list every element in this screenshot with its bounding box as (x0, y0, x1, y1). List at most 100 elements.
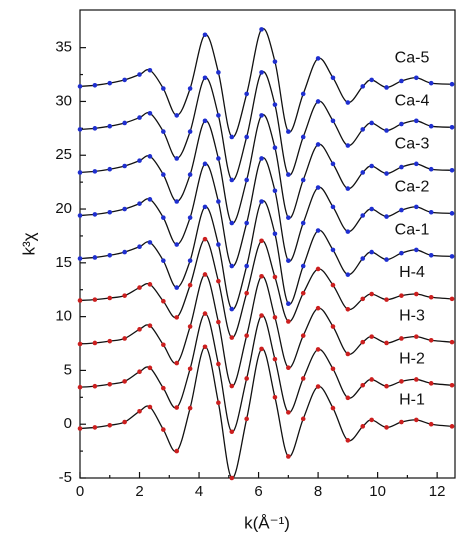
data-point (174, 242, 180, 247)
data-point (216, 70, 221, 75)
data-point (187, 405, 193, 411)
data-point (77, 426, 83, 431)
data-point (202, 344, 208, 350)
data-point (259, 313, 264, 318)
data-point (122, 419, 127, 425)
data-point (345, 395, 351, 401)
data-point (202, 272, 208, 277)
data-point (259, 346, 264, 352)
data-point (272, 315, 278, 320)
data-point (286, 365, 291, 371)
data-point (107, 381, 113, 387)
data-point (107, 80, 113, 86)
data-point (399, 419, 404, 425)
data-point (449, 124, 455, 130)
data-point (345, 351, 351, 357)
data-point (216, 113, 221, 118)
data-point (259, 70, 264, 75)
series-line (79, 27, 453, 138)
data-point (384, 297, 389, 302)
data-point (229, 429, 235, 435)
data-point (360, 424, 366, 429)
data-point (107, 295, 113, 301)
data-point (315, 305, 321, 311)
data-point (300, 376, 306, 381)
data-point (229, 263, 235, 269)
data-point (345, 438, 351, 443)
data-point (137, 72, 142, 77)
data-point (272, 356, 278, 362)
data-point (384, 85, 389, 90)
data-point (122, 249, 127, 255)
x-tick-label: 10 (369, 483, 386, 500)
data-point (272, 395, 278, 400)
data-point (229, 134, 235, 140)
data-point (174, 315, 180, 320)
data-point (399, 293, 404, 298)
data-point (300, 416, 306, 422)
data-point (122, 293, 127, 298)
data-point (286, 172, 291, 177)
series-line (79, 273, 453, 387)
plot-frame (79, 9, 456, 479)
data-point (414, 75, 419, 81)
data-point (330, 324, 336, 329)
data-point (286, 258, 291, 263)
data-point (161, 129, 166, 134)
data-point (369, 120, 374, 126)
data-point (202, 75, 208, 81)
data-point (449, 296, 455, 302)
data-point (330, 161, 336, 167)
data-point (315, 185, 321, 190)
data-point (216, 361, 221, 367)
data-point (147, 404, 153, 410)
data-point (428, 80, 434, 86)
series-label: H-2 (399, 350, 425, 367)
data-point (161, 427, 166, 432)
data-point (92, 83, 98, 88)
data-point (330, 204, 336, 210)
data-point (428, 421, 434, 427)
data-point (92, 255, 98, 260)
data-point (77, 127, 83, 132)
data-point (414, 118, 419, 124)
series-label: H-4 (399, 264, 425, 281)
x-axis-label: k(Å⁻¹) (244, 513, 290, 532)
data-point (92, 425, 98, 430)
data-point (229, 306, 235, 312)
series-label: Ca-3 (395, 136, 430, 153)
data-point (300, 91, 306, 97)
data-point (330, 405, 336, 411)
data-point (147, 365, 153, 371)
data-point (369, 417, 374, 423)
data-point (122, 77, 127, 83)
data-point (77, 256, 83, 261)
data-point (216, 400, 221, 405)
data-point (399, 121, 404, 127)
data-point (77, 298, 83, 303)
data-point (384, 257, 389, 262)
series-line (79, 156, 453, 267)
x-tick-label: 2 (135, 483, 143, 500)
data-point (137, 201, 142, 206)
data-point (202, 204, 208, 210)
data-point (244, 376, 249, 381)
y-tick-label: 10 (55, 308, 72, 325)
data-point (315, 142, 321, 147)
y-tick-label: 5 (64, 361, 72, 378)
data-point (272, 188, 278, 194)
data-point (272, 145, 278, 151)
data-point (345, 229, 351, 234)
data-point (259, 238, 264, 244)
data-point (345, 307, 351, 312)
data-point (345, 100, 351, 105)
data-point (147, 197, 153, 202)
data-point (449, 254, 455, 259)
series-label: Ca-4 (395, 92, 430, 109)
series-label: Ca-1 (395, 222, 430, 239)
data-point (428, 294, 434, 300)
data-point (147, 67, 153, 73)
data-point (360, 382, 366, 388)
data-point (122, 206, 127, 212)
